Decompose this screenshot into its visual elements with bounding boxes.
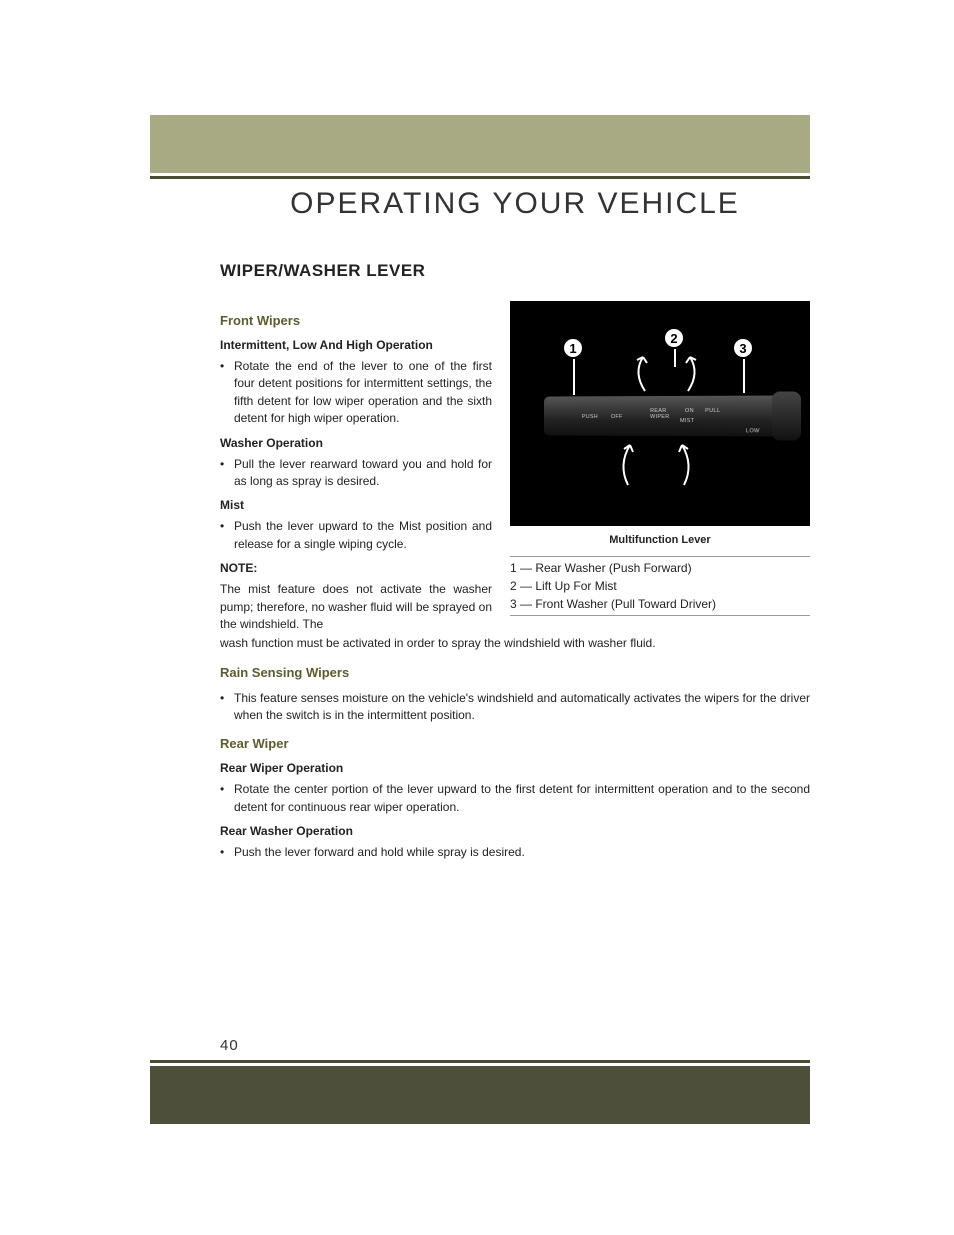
bottom-banner xyxy=(150,1066,810,1124)
note-text-wrap: wash function must be activated in order… xyxy=(220,635,810,652)
rain-sensing-heading: Rain Sensing Wipers xyxy=(220,665,810,680)
rear-wiper-op-heading: Rear Wiper Operation xyxy=(220,761,810,775)
bullet-text: Push the lever upward to the Mist positi… xyxy=(234,518,492,553)
legend-item-3: 3 — Front Washer (Pull Toward Driver) xyxy=(510,595,810,613)
bullet-marker: • xyxy=(220,518,234,553)
left-column: Front Wipers Intermittent, Low And High … xyxy=(220,301,492,633)
multifunction-lever-figure: PUSH OFF REAR WIPER ON PULL MIST LOW 1 2 xyxy=(510,301,810,526)
bullet-marker: • xyxy=(220,456,234,491)
bullet-marker: • xyxy=(220,781,234,816)
note-label: NOTE: xyxy=(220,561,492,575)
arrow-down-left xyxy=(610,441,650,491)
lever-graphic: PUSH OFF REAR WIPER ON PULL MIST LOW xyxy=(544,395,793,436)
top-banner xyxy=(150,115,810,173)
bullet-washer: • Pull the lever rearward toward you and… xyxy=(220,456,492,491)
right-column: PUSH OFF REAR WIPER ON PULL MIST LOW 1 2 xyxy=(510,301,810,633)
bullet-text: Push the lever forward and hold while sp… xyxy=(234,844,810,861)
lever-label-off: OFF xyxy=(611,414,623,420)
bullet-rear-washer: • Push the lever forward and hold while … xyxy=(220,844,810,861)
bullet-marker: • xyxy=(220,690,234,725)
note-text-left: The mist feature does not activate the w… xyxy=(220,581,492,633)
content-column: OPERATING YOUR VEHICLE WIPER/WASHER LEVE… xyxy=(220,187,810,862)
front-wipers-heading: Front Wipers xyxy=(220,313,492,328)
washer-op-heading: Washer Operation xyxy=(220,436,492,450)
lever-label-low: LOW xyxy=(746,428,760,434)
lever-label-push: PUSH xyxy=(582,414,598,420)
bottom-rule xyxy=(150,1060,810,1063)
arrow-down-right xyxy=(670,441,710,491)
figure-legend: 1 — Rear Washer (Push Forward) 2 — Lift … xyxy=(510,556,810,616)
rear-washer-op-heading: Rear Washer Operation xyxy=(220,824,810,838)
callout-2-line xyxy=(674,349,676,367)
lever-label-on: ON xyxy=(685,408,694,414)
arrow-up-right xyxy=(678,351,718,395)
bullet-rear-wiper: • Rotate the center portion of the lever… xyxy=(220,781,810,816)
two-column-area: Front Wipers Intermittent, Low And High … xyxy=(220,301,810,633)
figure-caption: Multifunction Lever xyxy=(510,534,810,546)
section-title: WIPER/WASHER LEVER xyxy=(220,261,810,281)
bullet-mist: • Push the lever upward to the Mist posi… xyxy=(220,518,492,553)
mist-heading: Mist xyxy=(220,498,492,512)
page-frame: OPERATING YOUR VEHICLE WIPER/WASHER LEVE… xyxy=(150,115,810,866)
callout-3-line xyxy=(743,359,745,393)
lever-label-rear: REAR WIPER xyxy=(650,408,669,420)
rear-wiper-heading: Rear Wiper xyxy=(220,736,810,751)
lever-label-pull: PULL xyxy=(705,408,720,414)
bullet-text: Pull the lever rearward toward you and h… xyxy=(234,456,492,491)
legend-item-2: 2 — Lift Up For Mist xyxy=(510,577,810,595)
callout-2: 2 xyxy=(663,327,685,349)
callout-1: 1 xyxy=(562,337,584,359)
callout-1-line xyxy=(573,359,575,395)
bullet-marker: • xyxy=(220,358,234,428)
top-rule xyxy=(150,176,810,179)
legend-rule-bottom xyxy=(510,615,810,616)
arrow-up-left xyxy=(625,351,665,395)
legend-item-1: 1 — Rear Washer (Push Forward) xyxy=(510,559,810,577)
callout-3: 3 xyxy=(732,337,754,359)
bullet-rain-sensing: • This feature senses moisture on the ve… xyxy=(220,690,810,725)
intermittent-heading: Intermittent, Low And High Operation xyxy=(220,338,492,352)
page-number: 40 xyxy=(220,1037,239,1054)
bullet-text: This feature senses moisture on the vehi… xyxy=(234,690,810,725)
chapter-title: OPERATING YOUR VEHICLE xyxy=(220,187,810,221)
bullet-text: Rotate the center portion of the lever u… xyxy=(234,781,810,816)
bullet-marker: • xyxy=(220,844,234,861)
lever-label-mist: MIST xyxy=(680,418,694,424)
bullet-text: Rotate the end of the lever to one of th… xyxy=(234,358,492,428)
bullet-intermittent: • Rotate the end of the lever to one of … xyxy=(220,358,492,428)
legend-rule-top xyxy=(510,556,810,557)
